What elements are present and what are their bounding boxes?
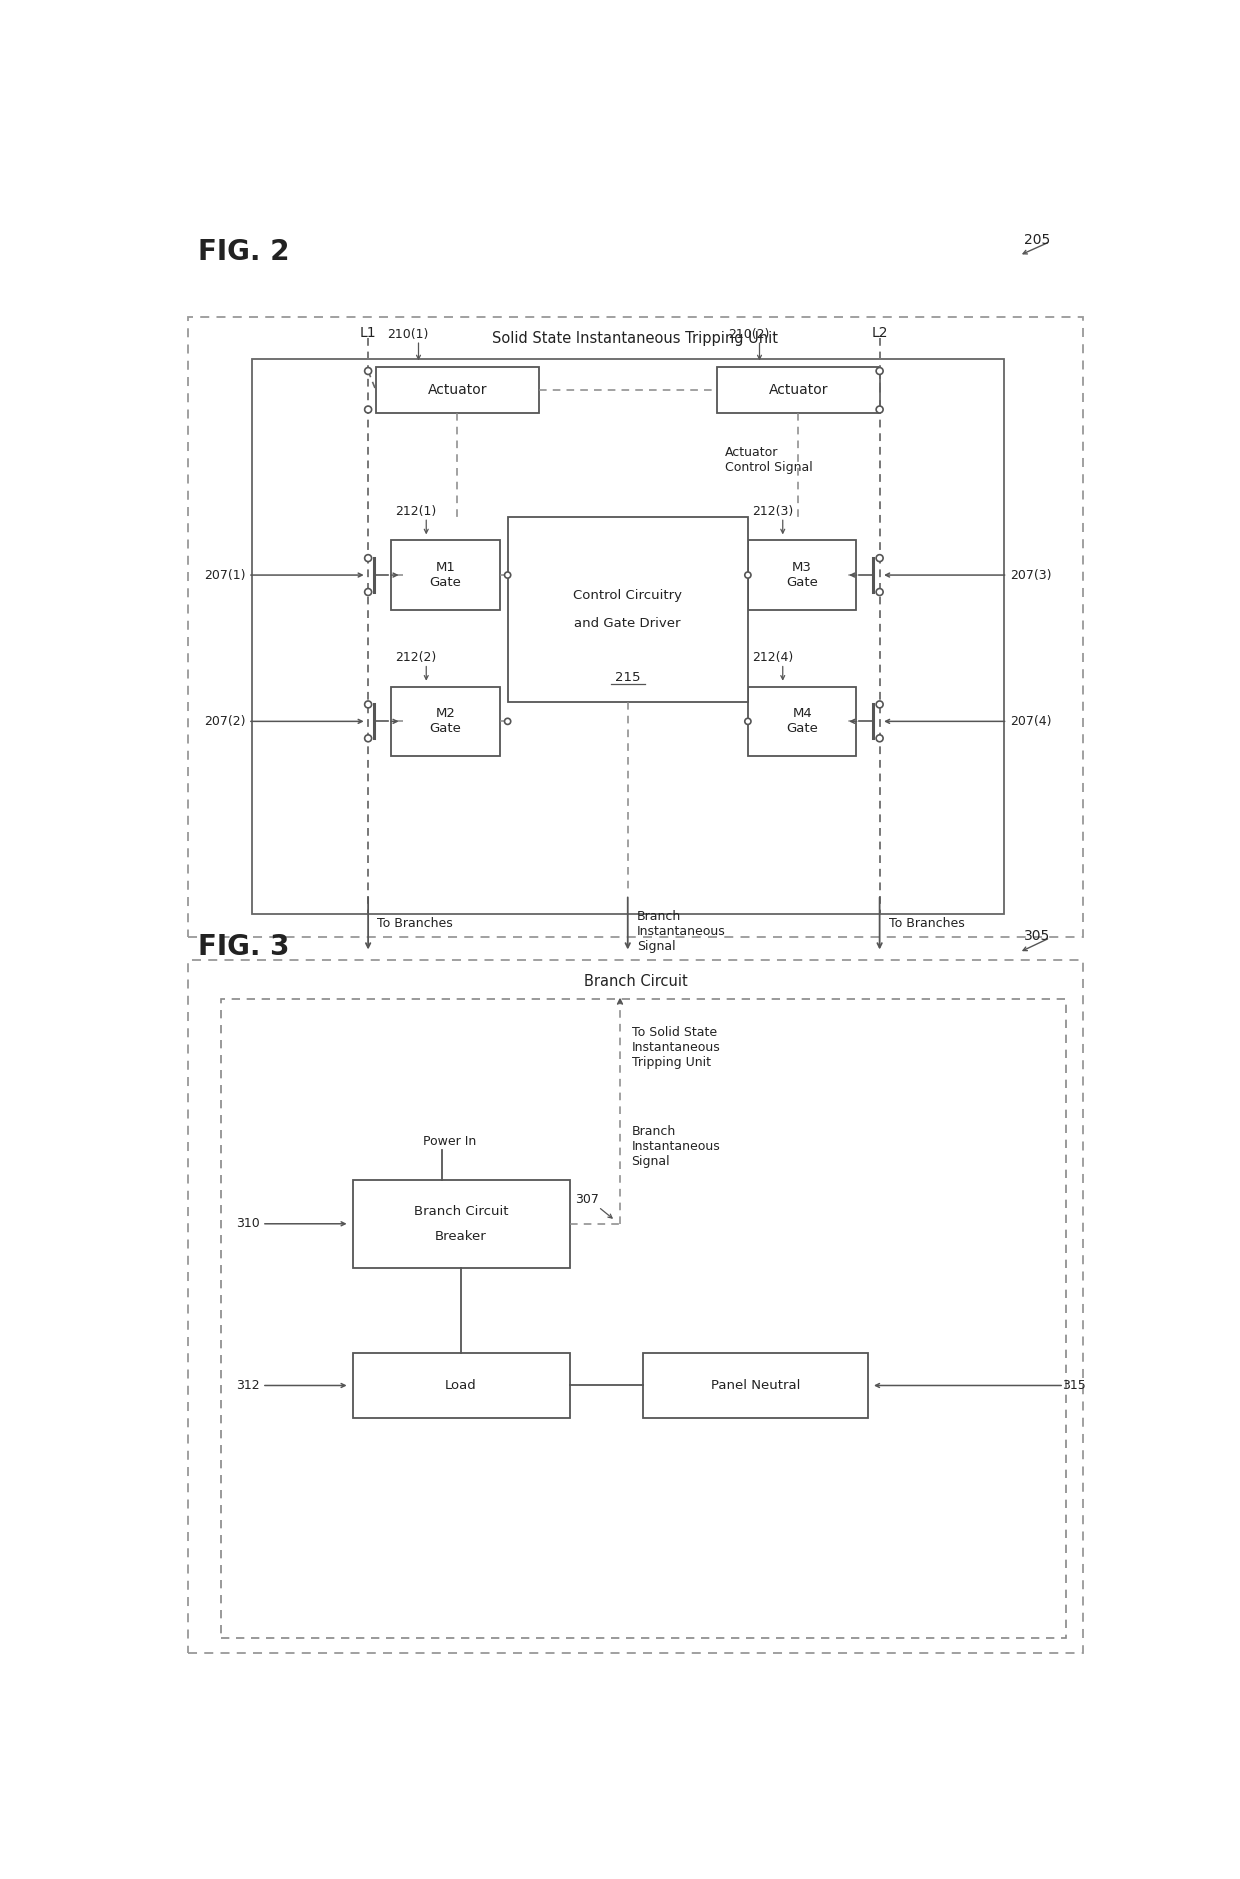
Text: 212(1): 212(1): [396, 505, 436, 517]
Text: 215: 215: [615, 671, 641, 684]
Bar: [352, 1180, 569, 1268]
Circle shape: [877, 701, 883, 708]
Text: 305: 305: [1024, 930, 1050, 943]
Text: 310: 310: [236, 1218, 259, 1231]
Text: Branch Circuit: Branch Circuit: [414, 1204, 508, 1218]
Text: 205: 205: [1024, 233, 1050, 248]
Bar: [187, 318, 1084, 938]
Bar: [221, 998, 1065, 1638]
Text: Solid State Instantaneous Tripping Unit: Solid State Instantaneous Tripping Unit: [492, 331, 779, 346]
Text: Branch
Instantaneous
Signal: Branch Instantaneous Signal: [631, 1126, 720, 1169]
Circle shape: [745, 571, 751, 579]
Circle shape: [877, 368, 883, 374]
Circle shape: [877, 588, 883, 596]
Circle shape: [745, 718, 751, 725]
Text: 210(1): 210(1): [387, 329, 429, 342]
Text: 212(3): 212(3): [751, 505, 794, 517]
Text: Load: Load: [445, 1379, 477, 1392]
Circle shape: [365, 368, 372, 374]
Text: 315: 315: [1061, 1379, 1085, 1392]
Text: 307: 307: [575, 1193, 599, 1206]
Bar: [392, 686, 500, 755]
Text: Panel Neutral: Panel Neutral: [711, 1379, 800, 1392]
Circle shape: [505, 718, 511, 725]
Text: Actuator: Actuator: [769, 383, 828, 396]
Text: 210(2): 210(2): [729, 329, 770, 342]
Bar: [352, 1353, 569, 1419]
Text: 207(4): 207(4): [1009, 714, 1052, 727]
Text: To Branches: To Branches: [889, 917, 965, 930]
Text: FIG. 3: FIG. 3: [197, 934, 289, 960]
Bar: [717, 366, 879, 413]
Circle shape: [365, 701, 372, 708]
Text: 312: 312: [236, 1379, 259, 1392]
Text: 207(2): 207(2): [205, 714, 246, 727]
Text: L1: L1: [360, 325, 377, 340]
Text: M2
Gate: M2 Gate: [430, 707, 461, 735]
Text: Control Circuitry: Control Circuitry: [573, 590, 682, 603]
Text: M4
Gate: M4 Gate: [786, 707, 818, 735]
Text: To Branches: To Branches: [377, 917, 453, 930]
Circle shape: [877, 406, 883, 413]
Text: Power In: Power In: [423, 1135, 476, 1148]
Text: Branch Circuit: Branch Circuit: [584, 973, 687, 988]
Text: Breaker: Breaker: [435, 1229, 487, 1242]
Text: Actuator
Control Signal: Actuator Control Signal: [724, 445, 812, 474]
Bar: [748, 686, 857, 755]
Bar: [748, 541, 857, 609]
Circle shape: [365, 735, 372, 742]
Text: 207(3): 207(3): [1009, 569, 1052, 582]
Text: and Gate Driver: and Gate Driver: [574, 616, 681, 629]
Circle shape: [877, 735, 883, 742]
Bar: [644, 1353, 868, 1419]
Circle shape: [877, 554, 883, 562]
Text: To Solid State
Instantaneous
Tripping Unit: To Solid State Instantaneous Tripping Un…: [631, 1026, 720, 1069]
Text: 207(1): 207(1): [205, 569, 246, 582]
Bar: [376, 366, 538, 413]
Bar: [252, 359, 1003, 913]
Bar: [507, 517, 748, 703]
Circle shape: [365, 588, 372, 596]
Circle shape: [365, 554, 372, 562]
Text: M3
Gate: M3 Gate: [786, 562, 818, 588]
Circle shape: [505, 571, 511, 579]
Bar: [187, 960, 1084, 1654]
Text: Actuator: Actuator: [428, 383, 487, 396]
Text: L2: L2: [872, 325, 888, 340]
Text: Branch
Instantaneous
Signal: Branch Instantaneous Signal: [637, 909, 725, 953]
Text: 212(4): 212(4): [751, 650, 794, 663]
Bar: [392, 541, 500, 609]
Text: FIG. 2: FIG. 2: [197, 237, 289, 265]
Text: M1
Gate: M1 Gate: [430, 562, 461, 588]
Circle shape: [365, 406, 372, 413]
Text: 212(2): 212(2): [396, 650, 436, 663]
